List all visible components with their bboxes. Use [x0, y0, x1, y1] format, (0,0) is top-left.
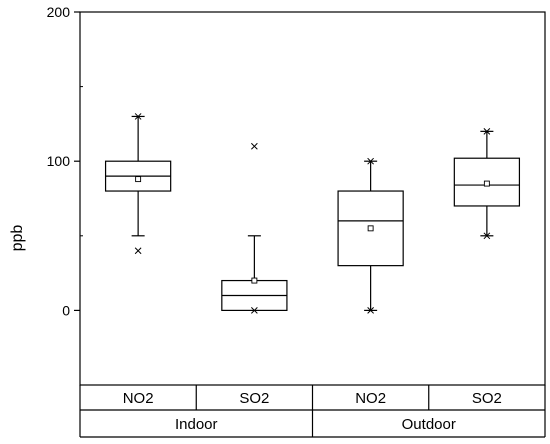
outlier-marker — [251, 142, 258, 150]
box-indoor-so2 — [221, 142, 288, 314]
outlier-marker — [483, 128, 491, 135]
y-tick-label: 0 — [62, 302, 70, 318]
plot-frame — [79, 11, 546, 386]
category-table: Indoor NO2 SO2 Outdoor NO2 SO2 — [79, 385, 546, 438]
mean-marker — [251, 277, 258, 284]
y-axis-ticks: 0 100 200 — [47, 4, 83, 318]
y-tick-label: 200 — [47, 4, 71, 20]
category-label-so2: SO2 — [472, 390, 502, 407]
category-label-so2: SO2 — [239, 390, 269, 407]
mean-marker — [483, 180, 490, 187]
category-label-no2: NO2 — [123, 390, 154, 407]
mean-marker — [367, 225, 374, 232]
y-axis-label: ppb — [9, 225, 26, 252]
mean-marker — [135, 176, 142, 183]
outlier-marker — [251, 307, 258, 314]
group-label-indoor: Indoor — [175, 416, 218, 433]
category-label-no2: NO2 — [355, 390, 386, 407]
boxes — [104, 113, 521, 314]
y-tick-label: 100 — [47, 153, 71, 169]
outlier-marker — [367, 307, 374, 314]
group-label-outdoor: Outdoor — [402, 416, 456, 433]
outlier-marker — [134, 247, 142, 255]
outlier-marker — [134, 113, 142, 120]
box-outdoor-so2 — [453, 128, 521, 240]
outlier-marker — [367, 157, 374, 165]
outlier-marker — [483, 232, 491, 240]
box-indoor-no2 — [104, 113, 172, 255]
box-outdoor-no2 — [337, 157, 404, 314]
